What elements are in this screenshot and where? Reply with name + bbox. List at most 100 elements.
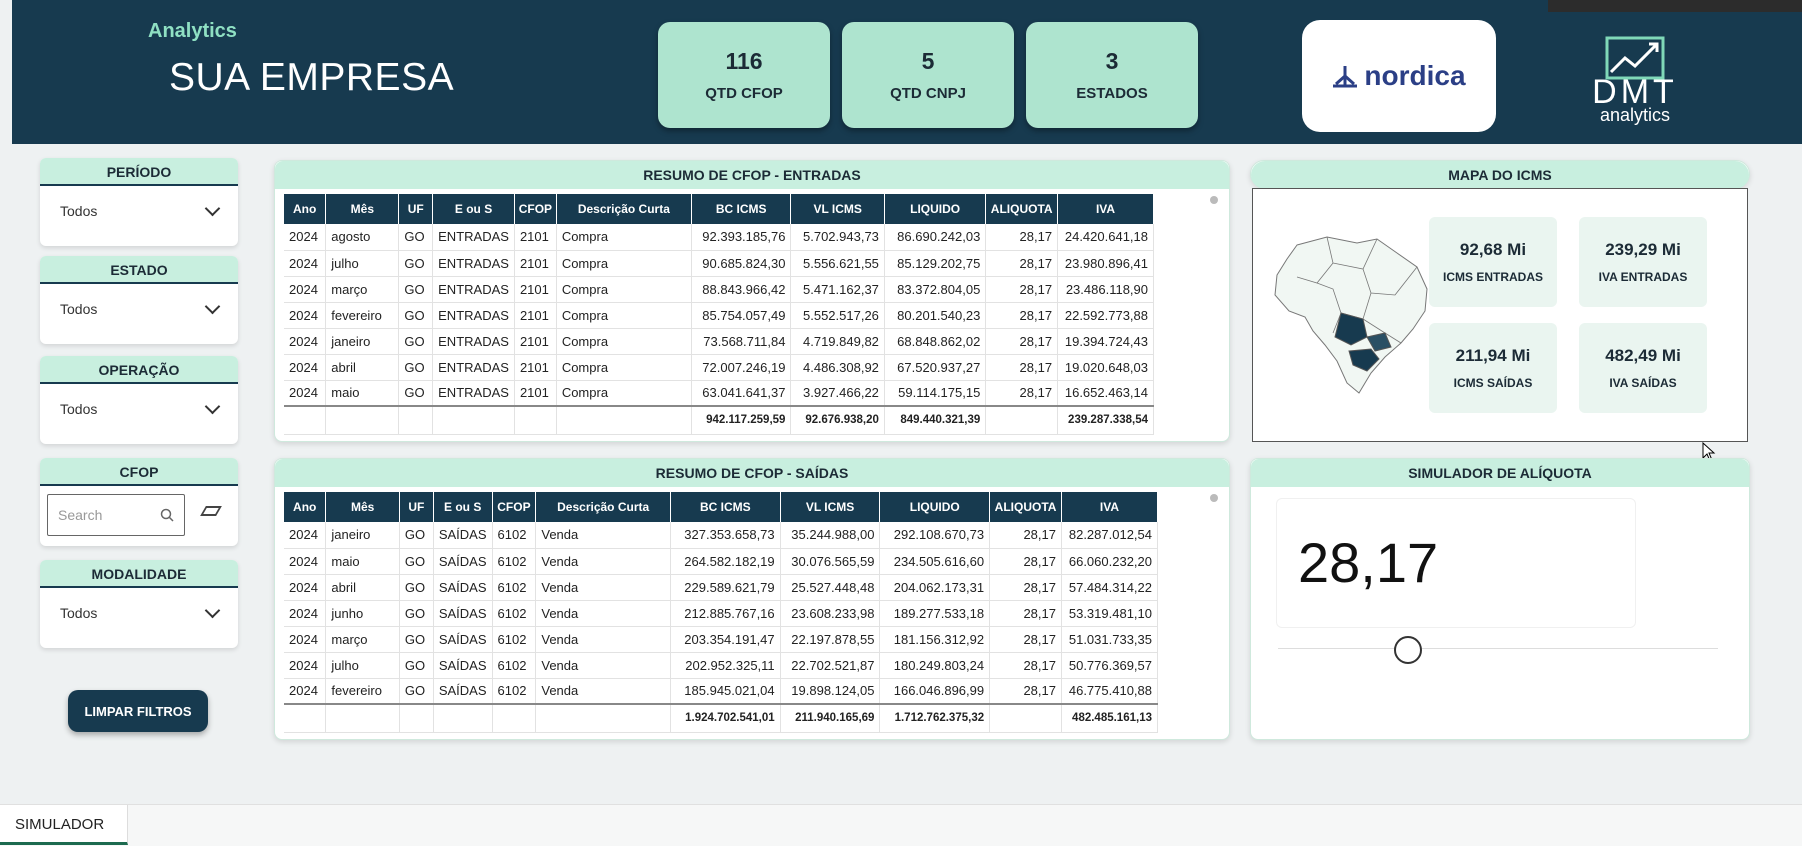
table-row[interactable]: 2024 julho GO SAÍDAS 6102 Venda 202.952.325,11… [284, 652, 1159, 679]
column-header[interactable]: UF [398, 194, 434, 224]
scrollbar-handle[interactable] [1210, 196, 1218, 204]
table-cell: julho [325, 652, 400, 679]
slicer-dropdown[interactable]: Todos [40, 384, 238, 434]
simulator-title: SIMULADOR DE ALÍQUOTA [1251, 459, 1749, 487]
column-header[interactable]: LIQUIDO [884, 194, 987, 224]
slicer-dropdown[interactable]: Todos [40, 284, 238, 334]
table-row[interactable]: 2024 maio GO SAÍDAS 6102 Venda 264.582.182,19 3… [284, 548, 1159, 575]
table-cell: Venda [535, 652, 671, 679]
table-cell: 2101 [514, 250, 557, 277]
table-cell: junho [325, 600, 400, 627]
cfop-search-input[interactable]: Search [47, 494, 185, 536]
slicer-operacao[interactable]: OPERAÇÃO Todos [40, 356, 238, 444]
column-header[interactable]: Mês [325, 194, 400, 224]
column-header[interactable]: BC ICMS [691, 194, 792, 224]
table-row[interactable]: 2024 fevereiro GO ENTRADAS 2101 Compra 85.754.… [284, 302, 1154, 329]
column-header[interactable]: LIQUIDO [879, 492, 991, 522]
column-header[interactable]: VL ICMS [780, 492, 881, 522]
table-cell: 2024 [284, 574, 327, 601]
table-row[interactable]: 2024 agosto GO ENTRADAS 2101 Compra 92.393.185… [284, 224, 1154, 251]
column-header[interactable]: CFOP [492, 492, 537, 522]
table-cell: 2024 [284, 328, 327, 355]
table-cell: 35.244.988,00 [780, 522, 881, 549]
chevron-down-icon[interactable] [204, 398, 221, 414]
slicer-estado[interactable]: ESTADO Todos [40, 256, 238, 344]
table-row[interactable]: 2024 fevereiro GO SAÍDAS 6102 Venda 185.945.02… [284, 678, 1159, 705]
table-cell: Compra [556, 328, 692, 355]
chevron-down-icon[interactable] [204, 200, 221, 216]
table-row[interactable]: 2024 março GO SAÍDAS 6102 Venda 203.354.191,47… [284, 626, 1159, 653]
column-header[interactable]: Ano [284, 492, 327, 522]
kpi-card-cfop: 116 QTD CFOP [658, 22, 830, 128]
column-header[interactable]: ALIQUOTA [985, 194, 1059, 224]
entradas-table[interactable]: Ano Mês UF E ou S CFOP Descrição Curta BC ICMS… [284, 194, 1154, 435]
table-cell: 189.277.533,18 [879, 600, 991, 627]
chevron-down-icon[interactable] [204, 602, 221, 618]
kpi-value: 5 [921, 48, 935, 74]
column-header[interactable]: VL ICMS [790, 194, 885, 224]
slicer-periodo[interactable]: PERÍODO Todos [40, 158, 238, 246]
aliquota-slider-track[interactable] [1278, 648, 1718, 649]
table-cell: GO [398, 250, 434, 277]
table-row[interactable]: 2024 abril GO SAÍDAS 6102 Venda 229.589.621,79… [284, 574, 1159, 601]
table-cell: 28,17 [985, 328, 1059, 355]
table-cell: 30.076.565,59 [780, 548, 881, 575]
table-cell: 19.898.124,05 [780, 678, 881, 705]
column-header[interactable]: ALIQUOTA [989, 492, 1062, 522]
table-cell: ENTRADAS [432, 224, 515, 251]
table-cell: julho [325, 250, 400, 277]
table-cell: 234.505.616,60 [879, 548, 991, 575]
tab-simulador[interactable]: SIMULADOR [0, 805, 128, 845]
card-value: 211,94 Mi [1455, 346, 1531, 365]
column-header[interactable]: Mês [325, 492, 400, 522]
kpi-card-estados: 3 ESTADOS [1026, 22, 1198, 128]
table-cell: Venda [535, 626, 671, 653]
clear-filters-button[interactable]: LIMPAR FILTROS [68, 690, 208, 732]
slicer-modalidade[interactable]: MODALIDADE Todos [40, 560, 238, 648]
column-header[interactable]: Descrição Curta [556, 194, 692, 224]
slicer-cfop[interactable]: CFOP Search [40, 458, 238, 546]
total-cell [492, 703, 537, 733]
brazil-map[interactable] [1267, 233, 1437, 403]
saidas-table[interactable]: Ano Mês UF E ou S CFOP Descrição Curta BC ICMS… [284, 492, 1159, 733]
aliquota-slider-handle[interactable] [1394, 636, 1422, 664]
column-header[interactable]: BC ICMS [670, 492, 781, 522]
table-row[interactable]: 2024 janeiro GO ENTRADAS 2101 Compra 73.568.71… [284, 328, 1154, 355]
table-row[interactable]: 2024 março GO ENTRADAS 2101 Compra 88.843.966,… [284, 276, 1154, 303]
column-header[interactable]: Descrição Curta [535, 492, 671, 522]
table-cell: ENTRADAS [432, 276, 515, 303]
chevron-down-icon[interactable] [204, 298, 221, 314]
column-header[interactable]: CFOP [514, 194, 557, 224]
table-cell: 86.690.242,03 [884, 224, 987, 251]
column-header[interactable]: E ou S [433, 492, 493, 522]
column-header[interactable]: UF [399, 492, 434, 522]
table-cell: 88.843.966,42 [691, 276, 792, 303]
page-tab-bar: SIMULADOR [0, 804, 1802, 846]
table-row[interactable]: 2024 maio GO ENTRADAS 2101 Compra 63.041.641,3… [284, 380, 1154, 407]
column-header[interactable]: E ou S [432, 194, 515, 224]
scrollbar-handle[interactable] [1210, 494, 1218, 502]
card-label: ICMS ENTRADAS [1442, 270, 1543, 284]
column-header[interactable]: IVA [1061, 492, 1159, 522]
card-value: 92,68 Mi [1459, 240, 1527, 259]
table-row[interactable]: 2024 janeiro GO SAÍDAS 6102 Venda 327.353.658,… [284, 522, 1159, 549]
total-cell [989, 703, 1062, 733]
kpi-label: ESTADOS [1076, 85, 1148, 102]
column-header[interactable]: IVA [1057, 194, 1154, 224]
table-row[interactable]: 2024 junho GO SAÍDAS 6102 Venda 212.885.767,16… [284, 600, 1159, 627]
slicer-dropdown[interactable]: Todos [40, 186, 238, 236]
saidas-title: RESUMO DE CFOP - SAÍDAS [275, 459, 1229, 487]
slicer-dropdown[interactable]: Todos [40, 588, 238, 638]
eraser-icon[interactable] [200, 506, 222, 516]
table-cell: 28,17 [985, 250, 1059, 277]
table-cell: GO [398, 354, 434, 381]
table-cell: GO [398, 224, 434, 251]
nordica-mark-icon [1333, 66, 1358, 88]
table-row[interactable]: 2024 abril GO ENTRADAS 2101 Compra 72.007.246,… [284, 354, 1154, 381]
column-header[interactable]: Ano [284, 194, 327, 224]
table-cell: janeiro [325, 328, 400, 355]
table-cell: 85.129.202,75 [884, 250, 987, 277]
table-row[interactable]: 2024 julho GO ENTRADAS 2101 Compra 90.685.824,… [284, 250, 1154, 277]
table-cell: 23.608.233,98 [780, 600, 881, 627]
table-cell: 28,17 [985, 354, 1059, 381]
